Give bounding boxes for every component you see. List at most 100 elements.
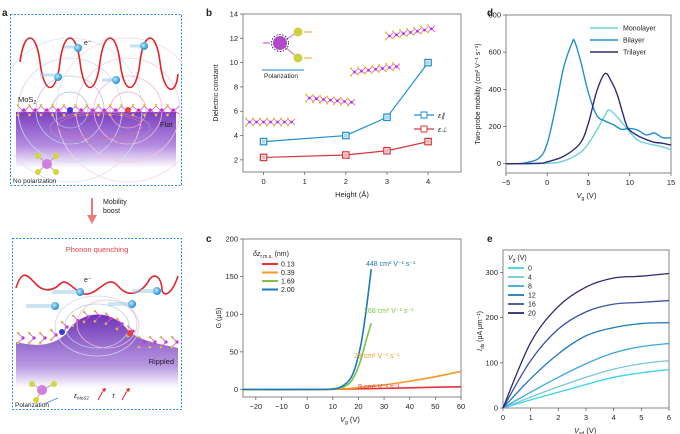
lattice-bond — [116, 318, 123, 330]
y-axis-label: Dielectric constant — [213, 64, 220, 121]
legend-label: Monolayer — [623, 26, 656, 33]
x-tick-label: −5 — [502, 178, 511, 187]
s-atom — [143, 103, 146, 107]
legend-label: 16 — [528, 302, 536, 309]
mobility-annotation: 268 cm² V⁻¹ s⁻¹ — [364, 308, 414, 315]
y-tick-label: 4 — [234, 131, 238, 140]
lattice-bond — [160, 336, 167, 348]
s-atom — [97, 113, 100, 117]
mo-atom — [430, 27, 433, 31]
s-atom — [412, 26, 416, 29]
mo-atom — [343, 100, 346, 103]
mo-atom — [336, 99, 339, 103]
mo-atom — [416, 29, 419, 33]
lattice-3A — [349, 62, 401, 77]
s-atom — [97, 103, 100, 107]
series-line-0 — [502, 368, 670, 409]
s-atom — [391, 30, 395, 33]
s-atom — [332, 96, 336, 99]
mobility-label: Mobility — [103, 199, 127, 206]
legend-label: 2.00 — [281, 287, 295, 294]
legend-label: 0.13 — [281, 262, 295, 269]
legend-label: 8 — [528, 284, 532, 291]
legend-label: 0 — [528, 266, 532, 273]
s-atom — [108, 113, 112, 117]
x-tick-label: 4 — [426, 177, 430, 186]
data-marker-fill — [261, 139, 266, 144]
s-atom — [16, 113, 20, 117]
lattice-bond — [94, 310, 101, 322]
rippled-label: Rippled — [149, 357, 174, 366]
x-tick-label: 15 — [667, 178, 675, 187]
x-tick-label: 60 — [457, 402, 465, 411]
series-line-8 — [502, 342, 670, 409]
series-line- — [263, 62, 429, 143]
x-tick-label: 2 — [556, 413, 560, 422]
s-atom — [272, 124, 276, 127]
s-atom — [16, 103, 20, 107]
data-marker-fill — [426, 139, 431, 144]
s-atom — [304, 100, 308, 103]
x-tick-label: 5 — [586, 178, 590, 187]
x-tick-label: 10 — [329, 402, 337, 411]
data-marker — [259, 153, 268, 162]
s-atom — [349, 67, 353, 70]
x-tick-label: −20 — [249, 402, 262, 411]
s-atom — [325, 95, 329, 98]
plot-frame — [242, 13, 462, 173]
series-line-20 — [502, 272, 670, 409]
mo-atom — [262, 120, 265, 124]
s-atom — [251, 117, 255, 120]
mo-atom — [290, 120, 293, 124]
no-polarization-label: No polarization — [13, 178, 57, 185]
polarization-inset-icon — [262, 27, 312, 71]
mo-atom — [276, 120, 279, 124]
s-atom — [154, 113, 158, 117]
s-atom — [62, 113, 66, 117]
legend: δzr.m.s. (nm) 0.130.39 1.692.00 — [253, 251, 295, 294]
increase-arrowhead-icon — [102, 388, 106, 392]
mo-atom — [22, 108, 26, 112]
epsilon-mos2-label: εMoS2 — [74, 393, 89, 401]
data-marker — [424, 137, 432, 146]
s-atom — [346, 97, 350, 100]
y-tick-label: 0 — [497, 159, 501, 168]
electrons — [40, 42, 148, 84]
panel-a-bottom-schematic: Phonon quenching e⁻ Rippled Polarization… — [12, 238, 182, 410]
s-atom — [28, 103, 31, 107]
s-atom — [384, 62, 388, 66]
legend-label: 0.39 — [281, 270, 295, 277]
s-atom — [391, 62, 395, 65]
mo-atom — [381, 67, 384, 70]
chart-c-conductance: −20 −10 0 10 20 30 40 50 60 0 50 100 150 200 Vg (V) G (… — [216, 235, 465, 427]
s-atom — [332, 103, 336, 106]
x-axis-label: Vg (V) — [577, 191, 597, 202]
mobility-annotation: 448 cm² V⁻¹ s⁻¹ — [366, 261, 416, 268]
increase-arrow-icon — [97, 389, 105, 401]
s-atom — [120, 103, 123, 107]
y-tick-label: 0 — [234, 385, 238, 394]
s-atom — [154, 103, 158, 107]
panel-label-c: c — [206, 234, 212, 245]
mo-atom — [353, 70, 356, 74]
y-tick-label: 0 — [494, 404, 498, 413]
x-tick-label: 2 — [344, 177, 348, 186]
s-atom — [251, 124, 255, 127]
positive-charge — [125, 107, 131, 113]
mo-atom — [102, 108, 106, 112]
s-atom — [279, 117, 283, 120]
mo-atom — [409, 31, 412, 34]
s-atom — [412, 33, 416, 36]
data-marker-fill — [343, 152, 348, 157]
series-line-Monolayer — [505, 109, 672, 165]
phonon-quenching-title: Phonon quenching — [66, 245, 129, 254]
mo-atom — [79, 108, 83, 112]
mo-atom — [273, 36, 287, 50]
y-tick-label: 150 — [225, 272, 238, 281]
x-tick-label: 1 — [303, 177, 307, 186]
s-atom — [370, 64, 374, 67]
x-tick-label: −10 — [275, 402, 288, 411]
electron-wave-damped — [15, 274, 179, 295]
data-marker-fill — [261, 155, 266, 160]
